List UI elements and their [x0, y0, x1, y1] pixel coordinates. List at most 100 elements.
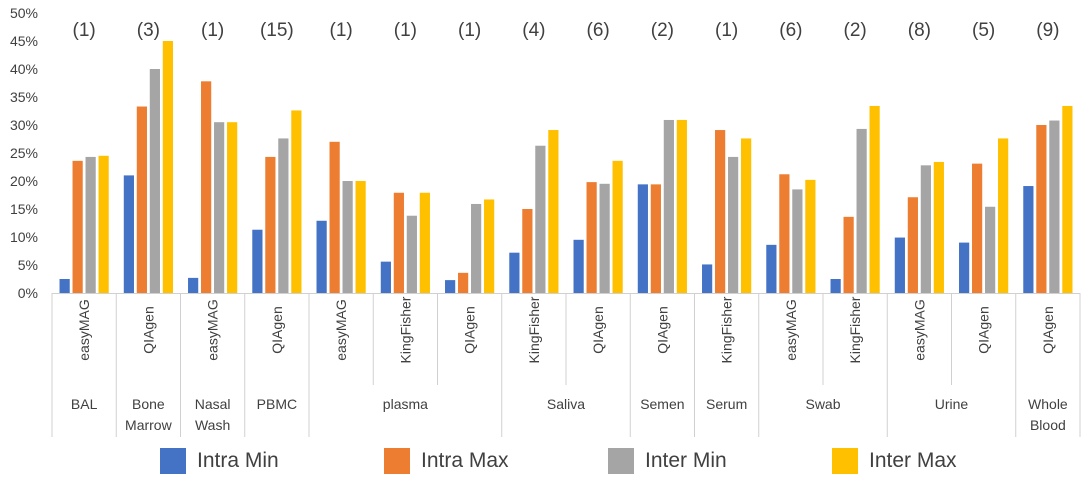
- count-label: (1): [394, 20, 417, 41]
- count-label: (1): [715, 20, 738, 41]
- sample-label: PBMC: [257, 396, 297, 412]
- bar: [123, 175, 134, 293]
- count-label: (1): [73, 20, 96, 41]
- bar: [201, 81, 212, 293]
- bar: [650, 184, 661, 293]
- bar: [728, 156, 739, 293]
- bar: [843, 216, 854, 293]
- legend-swatch: [160, 448, 186, 474]
- method-label: easyMAG: [783, 299, 799, 360]
- count-label: (3): [137, 20, 160, 41]
- legend-label: Intra Max: [421, 449, 509, 472]
- bar: [637, 184, 648, 293]
- bar: [998, 138, 1009, 293]
- count-label: (4): [522, 20, 545, 41]
- bar: [715, 130, 726, 293]
- bar: [522, 209, 533, 293]
- legend-swatch: [832, 448, 858, 474]
- sample-label: Bone Marrow: [125, 396, 173, 433]
- bar: [1023, 186, 1034, 293]
- y-tick-label: 15%: [10, 201, 38, 217]
- legend-label: Inter Min: [645, 449, 727, 472]
- bar: [702, 264, 713, 293]
- method-label: KingFisher: [719, 296, 735, 363]
- sample-label: Swab: [805, 396, 840, 412]
- sample-label: Saliva: [547, 396, 585, 412]
- bar: [920, 165, 931, 293]
- bar: [856, 128, 867, 293]
- bar: [509, 252, 520, 293]
- bar: [741, 138, 752, 293]
- y-tick-label: 25%: [10, 145, 38, 161]
- bar: [188, 277, 199, 293]
- method-label: QIAgen: [140, 306, 156, 353]
- bar: [972, 163, 983, 293]
- bar: [355, 181, 366, 293]
- y-tick-label: 0%: [18, 285, 38, 301]
- count-label: (2): [651, 20, 674, 41]
- method-label: easyMAG: [911, 299, 927, 360]
- method-label: QIAgen: [976, 306, 992, 353]
- count-label: (1): [201, 20, 224, 41]
- y-tick-label: 50%: [10, 5, 38, 21]
- x-axis: easyMAG QIAgen easyMAG QIAgen easyMAG KingFis…: [51, 293, 1081, 437]
- count-label: (6): [779, 20, 802, 41]
- method-label: QIAgen: [654, 306, 670, 353]
- bar: [676, 119, 687, 294]
- bar: [484, 199, 495, 293]
- bar: [869, 105, 880, 294]
- method-label: KingFisher: [847, 296, 863, 363]
- bar: [445, 280, 456, 293]
- sample-label: plasma: [383, 396, 428, 412]
- method-label: KingFisher: [526, 296, 542, 363]
- bar: [380, 261, 391, 293]
- bar: [458, 272, 469, 293]
- bar: [329, 141, 340, 293]
- bar: [316, 220, 327, 293]
- bar: [933, 161, 944, 293]
- bar: [72, 160, 83, 293]
- y-tick-label: 40%: [10, 61, 38, 77]
- bar: [471, 203, 482, 293]
- y-tick-label: 30%: [10, 117, 38, 133]
- bar: [252, 229, 263, 293]
- y-tick-label: 5%: [18, 257, 38, 273]
- bar: [548, 130, 559, 293]
- count-label: (9): [1036, 20, 1059, 41]
- bar: [535, 145, 546, 293]
- method-label: easyMAG: [205, 299, 221, 360]
- count-label: (1): [330, 20, 353, 41]
- bar: [1036, 125, 1047, 293]
- method-label: QIAgen: [269, 306, 285, 353]
- y-tick-label: 45%: [10, 33, 38, 49]
- count-label: (2): [844, 20, 867, 41]
- bar: [214, 122, 225, 293]
- bar: [265, 156, 276, 293]
- sample-label: Urine: [935, 396, 969, 412]
- count-label: (8): [908, 20, 931, 41]
- bar: [98, 155, 109, 293]
- y-tick-label: 10%: [10, 229, 38, 245]
- bars: [59, 41, 1073, 294]
- bar: [1062, 105, 1073, 294]
- bar: [959, 242, 970, 293]
- bar: [586, 182, 597, 293]
- bar: [894, 237, 905, 293]
- bar: [149, 69, 160, 293]
- sample-label: Whole Blood: [1028, 396, 1068, 433]
- method-label: QIAgen: [590, 306, 606, 353]
- count-label: (1): [458, 20, 481, 41]
- bar: [85, 156, 96, 293]
- method-label: easyMAG: [333, 299, 349, 360]
- bar: [1049, 120, 1060, 294]
- legend-swatch: [384, 448, 410, 474]
- method-label: easyMAG: [76, 299, 92, 360]
- bar: [805, 179, 816, 293]
- bar: [830, 279, 841, 293]
- bar: [985, 206, 996, 293]
- y-tick-label: 20%: [10, 173, 38, 189]
- sample-label: Semen: [640, 396, 684, 412]
- bar: [342, 181, 353, 293]
